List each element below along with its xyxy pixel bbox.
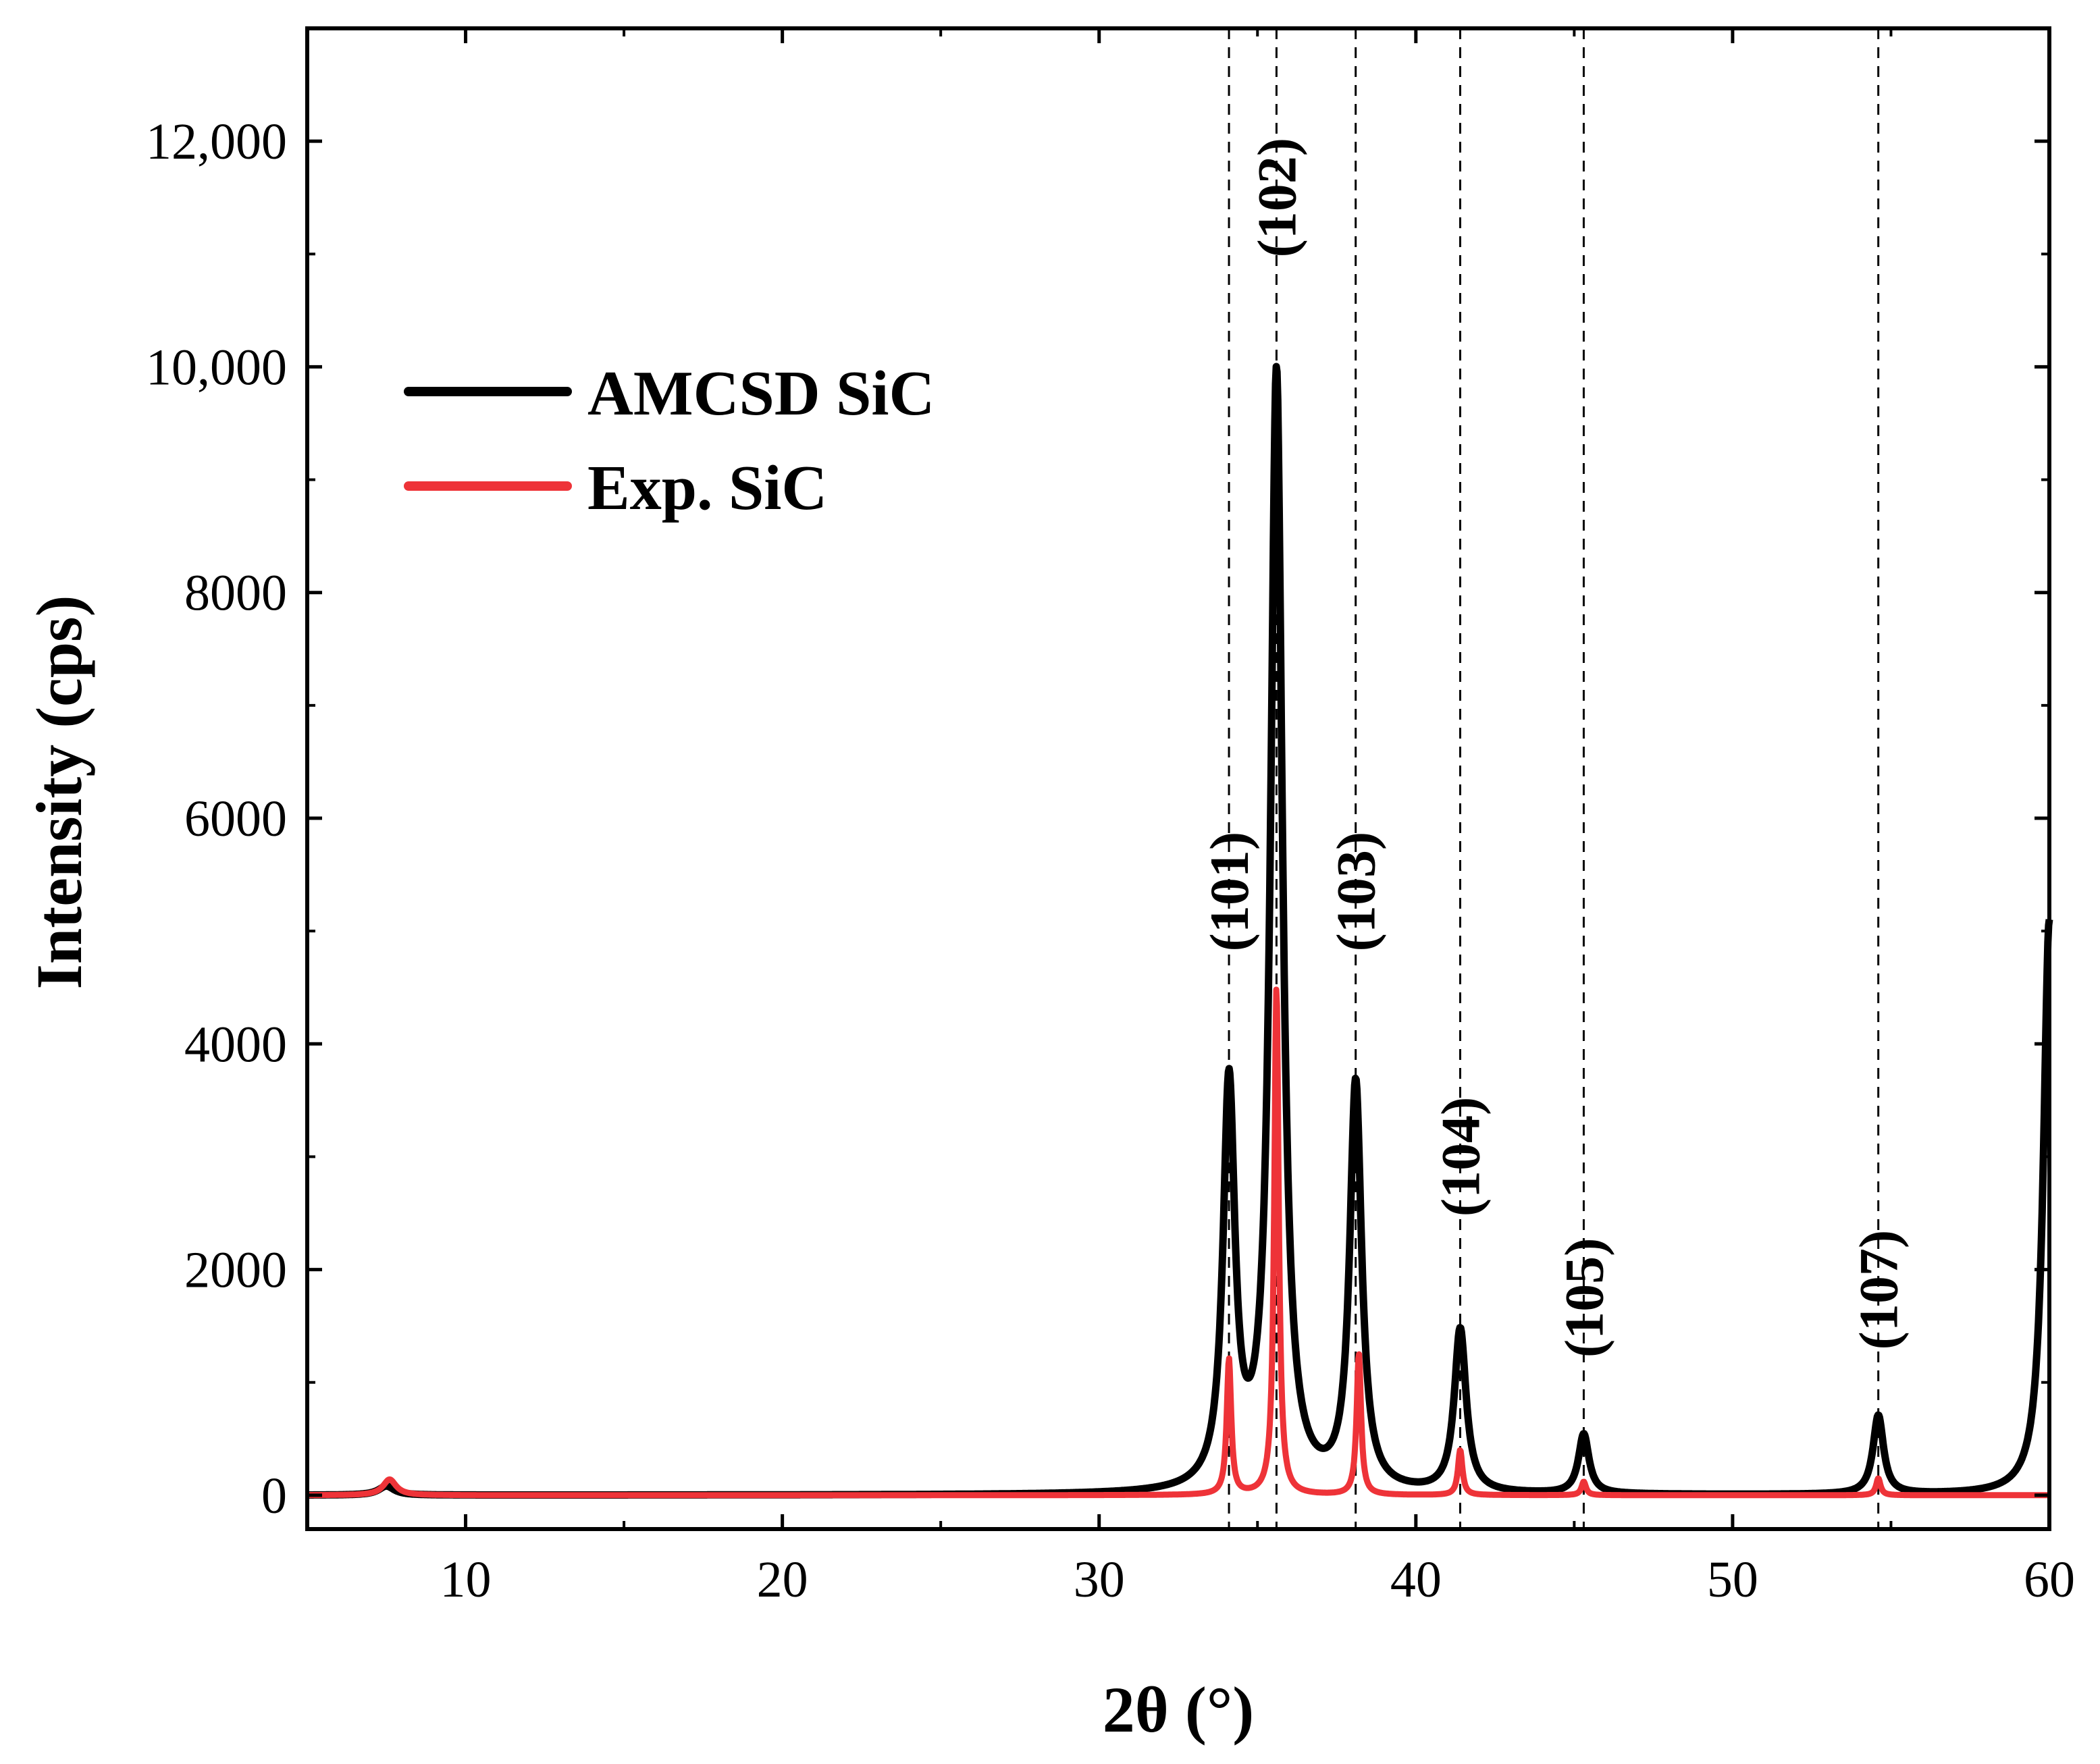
reference-lines [1228, 28, 1880, 1529]
series-line-exp [305, 986, 2052, 1499]
x-tick-label: 20 [757, 1551, 808, 1608]
x-axis-title: 2θ (°) [1103, 1674, 1254, 1746]
y-tick-label: 8000 [184, 565, 287, 622]
peak-label: (107) [1848, 1230, 1910, 1350]
y-tick-label: 2000 [184, 1242, 287, 1299]
peak-label: (105) [1553, 1238, 1615, 1358]
peak-label: (101) [1199, 832, 1260, 952]
y-tick-label: 0 [261, 1468, 287, 1524]
x-tick-label: 60 [2024, 1551, 2075, 1608]
x-tick-label: 10 [440, 1551, 492, 1608]
y-tick-label: 10,000 [146, 339, 287, 396]
legend-label-exp: Exp. SiC [587, 453, 827, 523]
y-tick-label: 6000 [184, 791, 287, 847]
y-tick-label: 12,000 [146, 113, 287, 170]
peak-label: (103) [1325, 832, 1387, 952]
legend-label-amcsd: AMCSD SiC [587, 358, 935, 429]
series-layer [304, 363, 2053, 1499]
legend: AMCSD SiC Exp. SiC [404, 358, 935, 523]
peak-labels: (101) (102) (103) (104) (105) (107) [1199, 138, 1910, 1358]
y-tick-label: 4000 [184, 1016, 287, 1073]
peak-label: (102) [1246, 138, 1307, 258]
series-line-amcsd [304, 363, 2053, 1499]
y-axis-title: Intensity (cps) [23, 595, 95, 989]
x-tick-label: 50 [1707, 1551, 1758, 1608]
plot-frame [305, 26, 2051, 1531]
axis-tick-labels: 10 20 30 40 50 60 0 2000 4000 6000 8000 10,000 12,00… [146, 113, 2075, 1608]
x-tick-label: 30 [1074, 1551, 1125, 1608]
x-tick-label: 40 [1390, 1551, 1442, 1608]
axis-ticks [306, 28, 2051, 1529]
peak-label: (104) [1429, 1097, 1491, 1217]
